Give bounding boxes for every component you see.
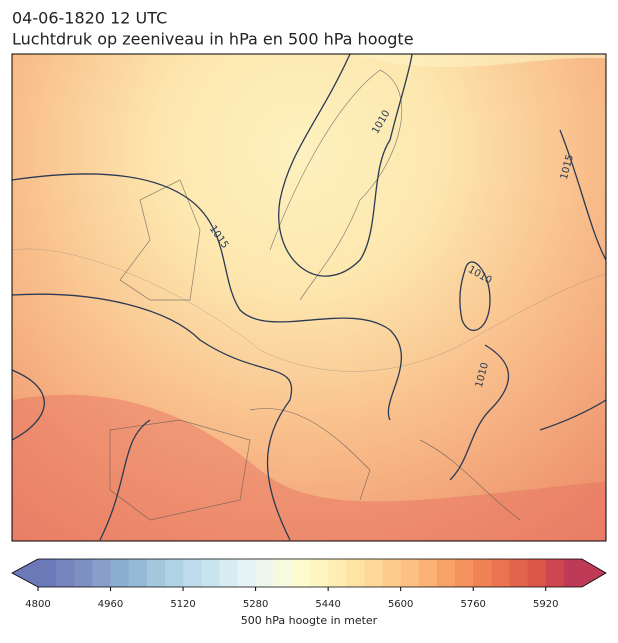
colorbar-segment: [255, 559, 275, 587]
colorbar-segment: [400, 559, 420, 587]
coastline: [249, 408, 371, 501]
colorbar-tick-label: 4800: [25, 599, 50, 610]
colorbar-segment: [164, 559, 184, 587]
colorbar-segment: [346, 559, 365, 587]
colorbar-segment: [509, 559, 529, 587]
isobar: [559, 129, 606, 261]
isobar: [12, 293, 293, 541]
colorbar-segment: [545, 559, 565, 587]
colorbar-tick-label: 5440: [315, 599, 340, 610]
colorbar-segment: [201, 559, 220, 587]
isobar: [99, 419, 151, 541]
colorbar-segment: [146, 559, 166, 587]
coastline: [419, 439, 521, 521]
colorbar-segment: [110, 559, 130, 587]
isobar: [12, 173, 402, 421]
colorbar-segment: [527, 559, 547, 587]
coastline: [109, 419, 251, 521]
colorbar-segment: [56, 559, 75, 587]
colorbar-segment: [382, 559, 402, 587]
isobar: [278, 54, 413, 277]
map-background: [12, 54, 606, 541]
colorbar-extend-low: [12, 559, 38, 587]
colorbar-extend-high: [582, 559, 606, 587]
isobar: [459, 261, 491, 332]
colorbar-segment: [183, 559, 202, 587]
colorbar-label: 500 hPa hoogte in meter: [241, 614, 378, 627]
colorbar-segment: [128, 559, 148, 587]
colorbar-segment: [328, 559, 347, 587]
colorbar-segment: [237, 559, 257, 587]
colorbar-segment: [418, 559, 438, 587]
colorbar-segment: [38, 559, 57, 587]
colorbar-tick-label: 5760: [460, 599, 485, 610]
colorbar-segment: [563, 559, 583, 587]
colorbar-tick-label: 5920: [533, 599, 558, 610]
height-band: [12, 394, 606, 541]
map: [12, 54, 606, 541]
colorbar-segment: [310, 559, 329, 587]
colorbar-segment: [436, 559, 456, 587]
isobar: [539, 399, 606, 431]
colorbar-tick-label: 5120: [170, 599, 195, 610]
colorbar-frame: [11, 558, 607, 588]
colorbar-segment: [473, 559, 492, 587]
coastline: [269, 69, 403, 301]
band-edge: [12, 248, 606, 372]
colorbar-segment: [455, 559, 474, 587]
colorbar-segment: [491, 559, 510, 587]
colorbar-segment: [74, 559, 93, 587]
coastline: [119, 179, 201, 301]
colorbar-segment: [92, 559, 112, 587]
colorbar-tick-label: 4960: [98, 599, 123, 610]
title-line: 04-06-1820 12 UTC: [12, 9, 167, 28]
isobar: [449, 344, 510, 481]
colorbar-tick-label: 5600: [388, 599, 413, 610]
colorbar-segment: [219, 559, 238, 587]
map-frame: [11, 53, 607, 542]
title-line: Luchtdruk op zeeniveau in hPa en 500 hPa…: [12, 30, 414, 49]
colorbar-segment: [291, 559, 311, 587]
colorbar-segment: [364, 559, 384, 587]
colorbar-segment: [273, 559, 293, 587]
isobar: [12, 369, 45, 441]
colorbar-tick-label: 5280: [243, 599, 268, 610]
